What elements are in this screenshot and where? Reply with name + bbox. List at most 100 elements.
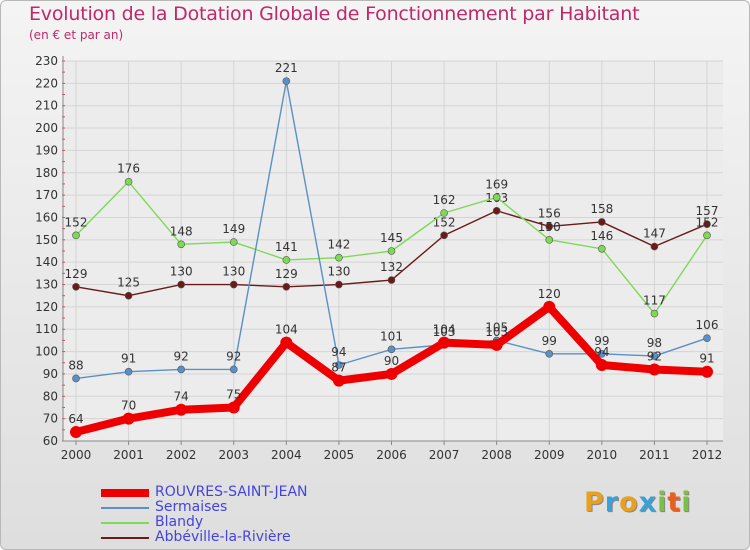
x-tick-label: 2009: [534, 448, 565, 462]
data-label: 156: [538, 206, 561, 220]
data-point: [545, 350, 554, 358]
x-tick-label: 2004: [271, 448, 302, 462]
data-point: [650, 352, 659, 360]
x-tick-label: 2012: [692, 448, 723, 462]
data-point: [72, 231, 80, 240]
x-tick-label: 2000: [61, 448, 92, 462]
data-point: [545, 222, 554, 231]
y-tick-label: 120: [35, 300, 58, 314]
y-tick-label: 180: [35, 166, 58, 180]
data-point: [701, 365, 713, 378]
data-label: 75: [226, 387, 241, 401]
data-point: [282, 77, 291, 85]
data-label: 142: [327, 238, 350, 252]
proxiti-logo: Proxiti: [584, 487, 692, 518]
x-tick-label: 2002: [166, 448, 197, 462]
data-label: 91: [699, 352, 714, 366]
x-tick-label: 2005: [324, 448, 355, 462]
data-label: 103: [433, 325, 456, 339]
data-label: 103: [485, 325, 508, 339]
data-point: [124, 291, 133, 300]
x-tick-label: 2010: [587, 448, 618, 462]
data-label: 152: [696, 215, 719, 229]
data-point: [335, 361, 343, 369]
data-label: 152: [65, 215, 88, 229]
y-tick-label: 140: [35, 255, 58, 269]
data-label: 150: [538, 220, 561, 234]
data-point: [543, 300, 556, 313]
data-label: 147: [643, 227, 666, 241]
logo-letter: o: [619, 487, 639, 518]
data-label: 98: [647, 336, 662, 350]
data-point: [335, 253, 343, 262]
data-label: 149: [222, 222, 245, 236]
data-label: 162: [433, 193, 456, 207]
y-tick-label: 160: [35, 210, 58, 224]
y-tick-label: 230: [35, 54, 58, 68]
data-point: [282, 256, 291, 264]
data-label: 94: [594, 345, 609, 359]
data-point: [227, 401, 240, 414]
data-label: 132: [380, 260, 403, 274]
data-point: [177, 280, 185, 289]
y-tick-label: 190: [35, 143, 58, 157]
data-label: 221: [275, 61, 298, 75]
data-label: 74: [174, 390, 189, 404]
data-point: [335, 280, 343, 289]
data-label: 158: [590, 202, 613, 216]
data-point: [175, 403, 188, 416]
legend-item-rouvres: ROUVRES-SAINT-JEAN: [101, 484, 361, 501]
data-label: 141: [275, 240, 298, 254]
data-label: 146: [590, 229, 613, 243]
data-label: 99: [594, 334, 609, 348]
data-point: [122, 412, 135, 425]
data-label: 70: [121, 399, 136, 413]
legend-item-sermaises: Sermaises: [101, 499, 361, 516]
data-label: 145: [380, 231, 403, 245]
data-point: [438, 336, 451, 349]
data-label: 130: [170, 265, 193, 279]
data-label: 87: [331, 361, 346, 375]
data-label: 101: [380, 329, 403, 343]
data-point: [650, 309, 659, 318]
data-label: 152: [433, 215, 456, 229]
legend-swatch: [101, 522, 149, 524]
data-label: 130: [327, 265, 350, 279]
data-point: [229, 365, 238, 374]
y-tick-label: 150: [35, 233, 58, 247]
data-point: [70, 426, 82, 439]
logo-letter: i: [657, 487, 668, 518]
y-tick-label: 170: [35, 188, 58, 202]
data-point: [703, 334, 711, 342]
logo-letter: x: [638, 487, 658, 518]
legend-label: ROUVRES-SAINT-JEAN: [155, 484, 308, 500]
data-point: [387, 345, 396, 354]
data-point: [490, 338, 503, 351]
data-label: 129: [65, 267, 88, 281]
x-tick-label: 2003: [218, 448, 249, 462]
y-tick-label: 60: [43, 434, 58, 448]
data-point: [72, 374, 80, 383]
data-point: [598, 350, 606, 358]
y-tick-label: 210: [35, 99, 58, 113]
data-label: 94: [331, 345, 346, 359]
data-label: 117: [643, 294, 666, 308]
data-point: [440, 231, 448, 240]
legend-label: Sermaises: [155, 499, 228, 515]
legend-label: Abbéville-la-Rivière: [155, 529, 291, 545]
x-tick-label: 2007: [429, 448, 460, 462]
data-label: 157: [696, 204, 719, 218]
data-label: 92: [226, 349, 241, 363]
y-tick-label: 70: [43, 412, 58, 426]
legend-swatch: [101, 537, 149, 539]
data-label: 130: [222, 265, 245, 279]
data-label: 64: [68, 412, 83, 426]
logo-letter: P: [584, 487, 605, 518]
data-point: [703, 231, 711, 240]
data-point: [229, 280, 238, 289]
logo-letter: r: [604, 487, 620, 518]
chart-subtitle: (en € et par an): [29, 28, 124, 42]
data-point: [229, 238, 238, 246]
